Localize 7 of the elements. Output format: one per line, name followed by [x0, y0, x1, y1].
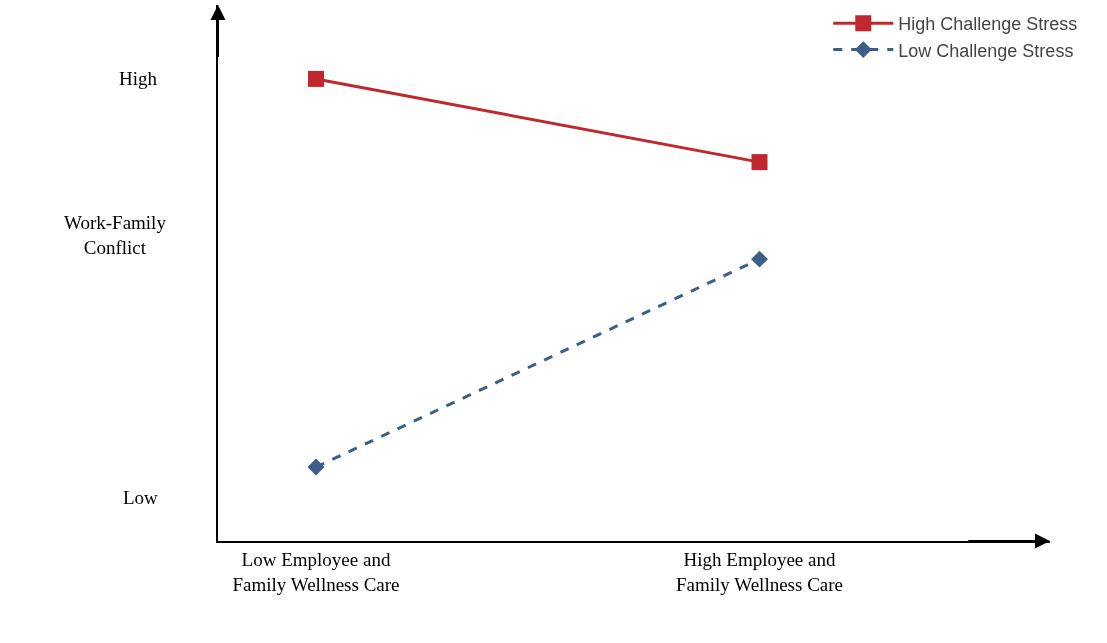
legend-label: Low Challenge Stress [898, 40, 1074, 61]
text: Low [123, 487, 159, 508]
legend-label: High Challenge Stress [898, 14, 1078, 35]
y-axis-title: Work-Family Conflict [64, 212, 167, 258]
x-tick-label: High Employee and Family Wellness Care [676, 548, 843, 595]
x-tick-label: Low Employee and Family Wellness Care [232, 548, 400, 595]
text: High [119, 68, 158, 89]
